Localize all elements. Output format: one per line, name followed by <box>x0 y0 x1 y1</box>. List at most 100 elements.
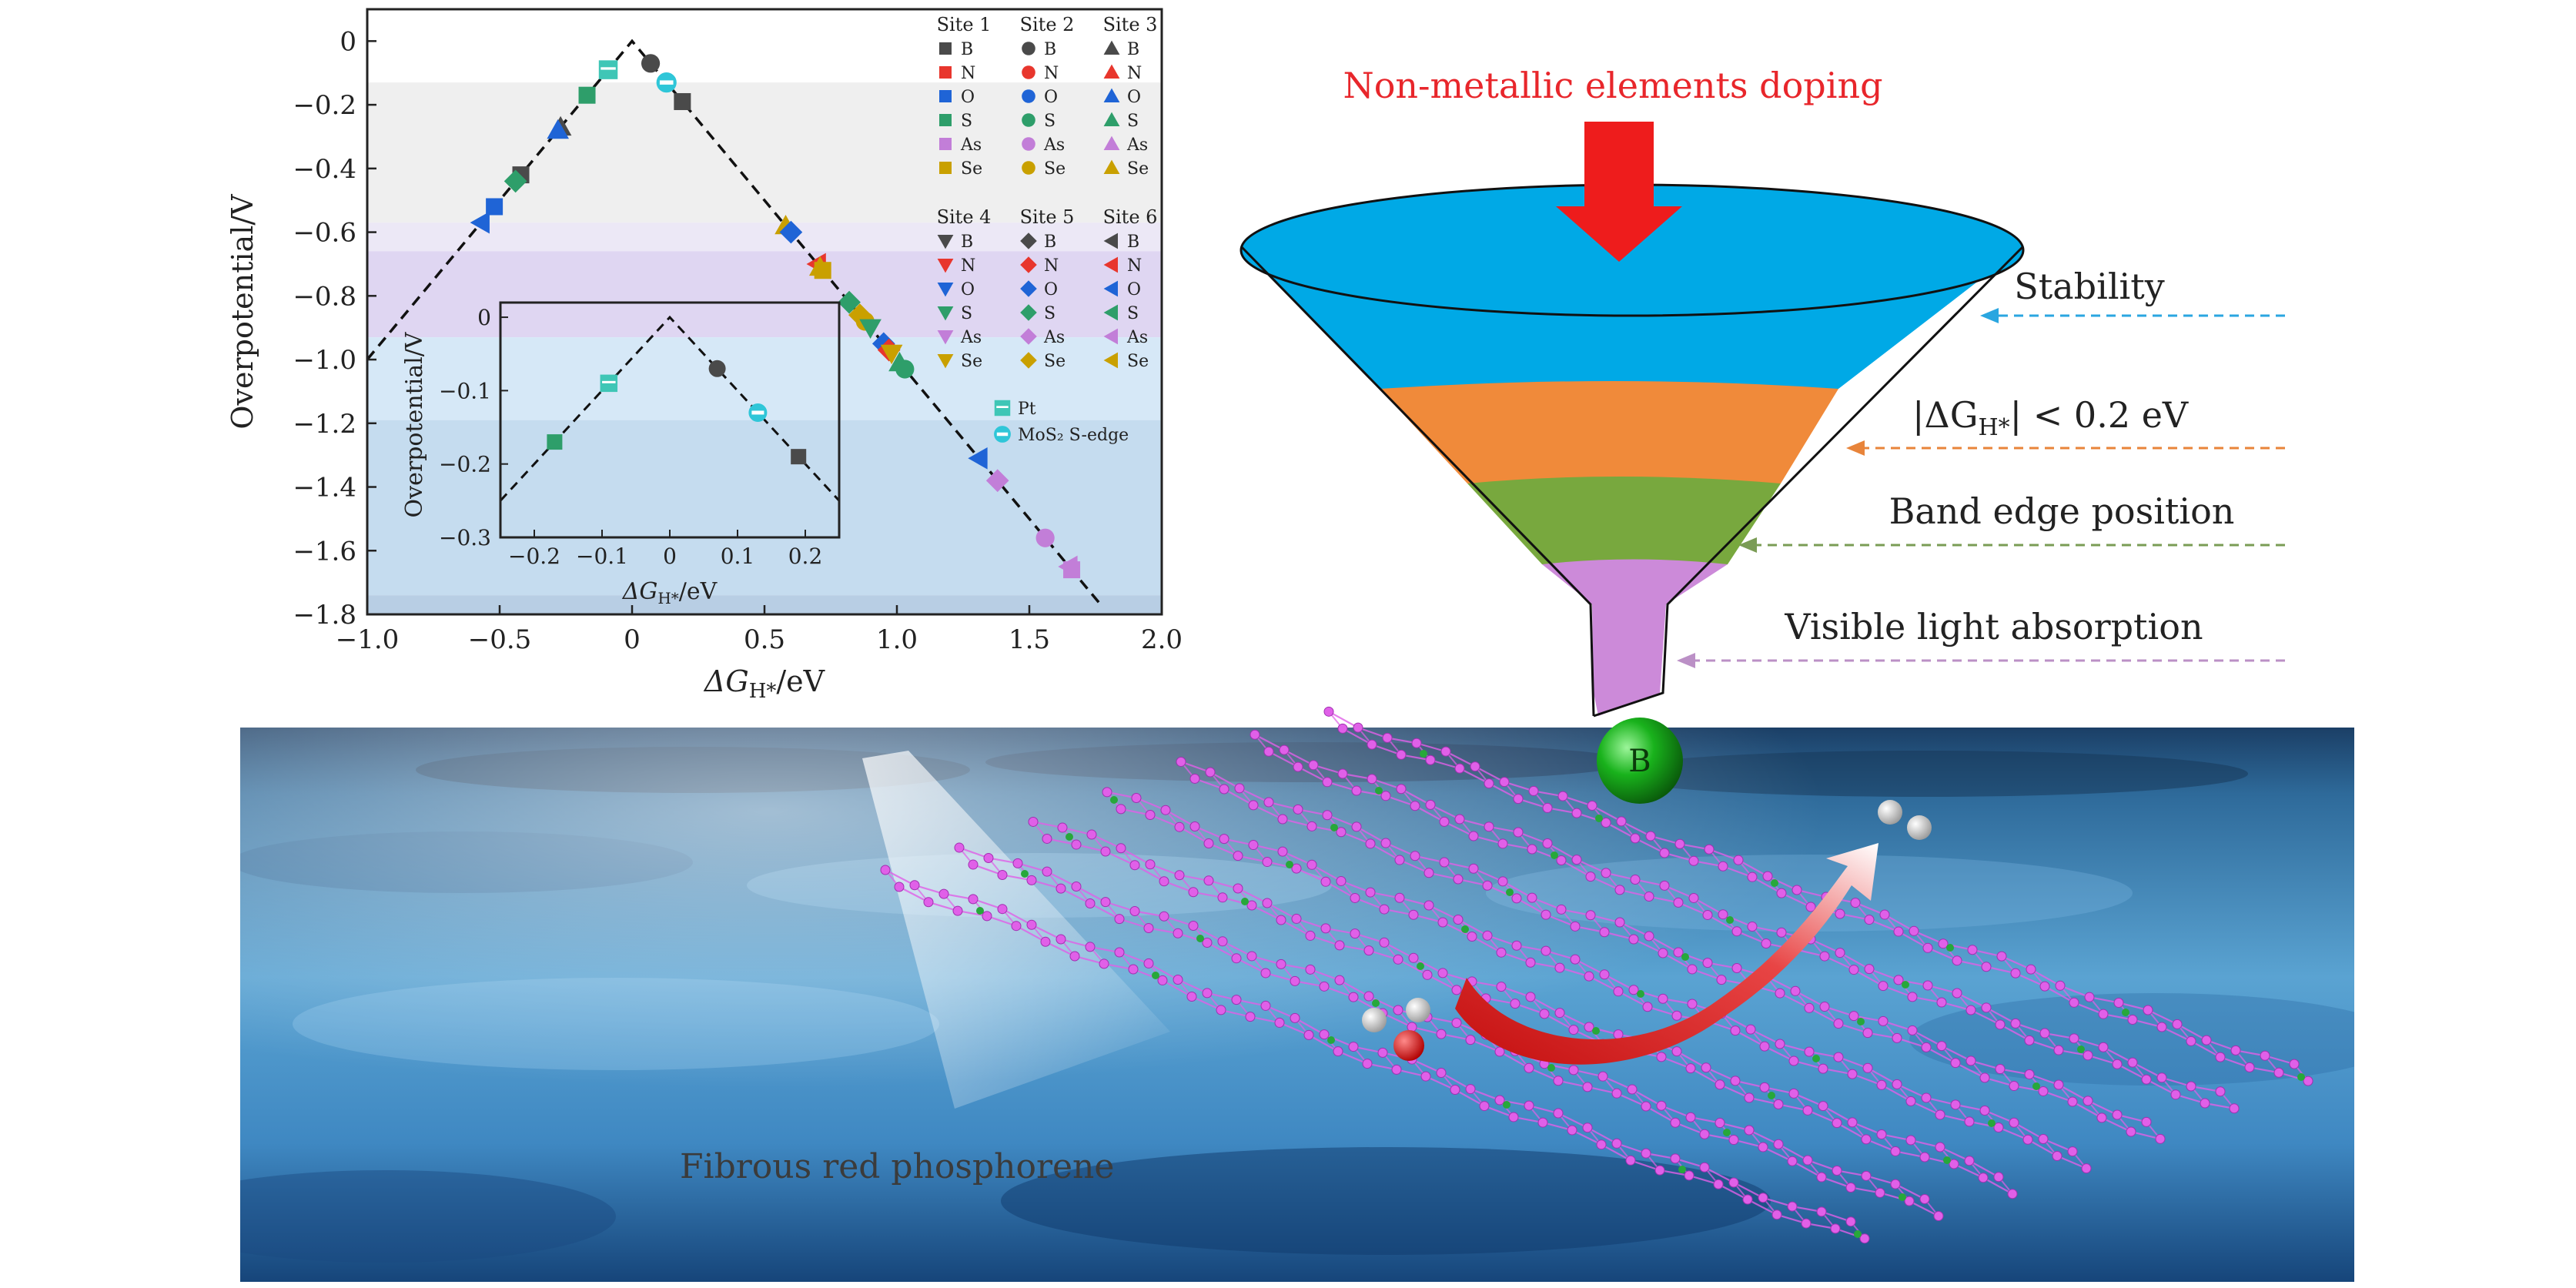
data-point <box>880 344 903 365</box>
p-bond <box>1368 949 1399 961</box>
electron-transfer-arrow <box>1455 843 1878 1065</box>
p-bond <box>1865 1138 1896 1153</box>
phosphorus-atom <box>1071 882 1082 892</box>
criterion-band-edge: Band edge position <box>1889 490 2235 532</box>
phosphorus-atom <box>1262 898 1273 908</box>
phosphorus-atom <box>1893 975 1904 985</box>
phosphorus-atom <box>1012 858 1023 868</box>
phosphorus-atom <box>1394 892 1405 903</box>
phosphorus-atom <box>1570 921 1581 932</box>
p-bond <box>1470 1088 1500 1101</box>
phosphorus-atom <box>2067 1146 2078 1157</box>
phosphorus-atom <box>1890 1179 1901 1189</box>
p-bond <box>1060 888 1091 905</box>
phosphorus-atom <box>1790 985 1801 996</box>
data-point <box>674 92 691 110</box>
funnel-diagram: Non-metallic elements doping B Stability… <box>1239 65 2285 804</box>
p-bond <box>1531 897 1562 911</box>
p-bond <box>2161 1076 2192 1088</box>
p-bond <box>1517 831 1548 845</box>
phosphorus-atom <box>1613 986 1624 997</box>
phosphorus-atom <box>1217 936 1228 947</box>
boron-dopant-atom <box>1812 1055 1820 1062</box>
phosphorus-atom <box>1730 1076 1741 1086</box>
phosphorus-atom <box>1715 1118 1725 1129</box>
phosphorus-atom <box>2126 1126 2136 1137</box>
phosphorus-atom <box>2067 1096 2078 1107</box>
phosphorus-atom <box>1055 934 1066 945</box>
phosphorus-atom <box>1848 1011 1859 1022</box>
p-bond <box>1738 859 1768 878</box>
p-bond <box>1339 979 1370 998</box>
water-molecule <box>1362 998 1430 1061</box>
p-bond <box>1500 985 1531 998</box>
legend-element-label: S <box>961 304 972 323</box>
p-bond <box>1382 1012 1413 1028</box>
phosphorus-atom <box>1978 1173 1989 1183</box>
phosphorus-atom <box>1744 1125 1755 1136</box>
phosphorus-atom <box>1248 800 1259 811</box>
legend-marker <box>1103 64 1120 79</box>
phosphorus-atom <box>1394 855 1405 865</box>
legend-element-label: B <box>961 233 973 252</box>
data-point <box>1035 528 1055 547</box>
p-bond <box>1253 804 1283 820</box>
p-bond <box>1631 1089 1662 1107</box>
legend-element-label: B <box>961 40 973 59</box>
phosphorus-atom <box>1205 767 1216 778</box>
p-bond <box>1559 967 1590 978</box>
phosphorus-atom <box>1728 1135 1739 1146</box>
phosphorus-atom <box>1673 897 1684 908</box>
p-bond <box>1500 952 1531 964</box>
phosphorus-atom <box>1336 827 1347 838</box>
phosphorus-atom <box>1042 866 1052 877</box>
phosphorus-atom <box>1217 892 1228 903</box>
p-bond <box>1898 931 1929 949</box>
phosphorus-atom <box>2083 1096 2093 1106</box>
phosphorus-atom <box>1625 1155 1636 1166</box>
boron-dopant-atom <box>1066 833 1073 841</box>
p-bond <box>1413 957 1444 974</box>
legend-marker <box>939 42 952 55</box>
p-bond <box>1308 1034 1339 1052</box>
x-tick-label: 1.0 <box>876 624 918 655</box>
phosphorus-atom <box>1216 1005 1226 1015</box>
p-bond <box>1310 935 1340 946</box>
boron-dopant-atom <box>976 907 984 915</box>
p-bond <box>1867 1067 1898 1086</box>
data-point <box>985 469 1009 493</box>
boron-dopant-atom <box>1723 1129 1731 1136</box>
phosphorus-atom <box>1671 1010 1682 1021</box>
phosphorus-atom <box>1176 756 1186 767</box>
inset-data-point <box>708 360 726 377</box>
funnel-layer-delta-g <box>1380 381 1838 483</box>
phosphorus-atom <box>1246 951 1257 962</box>
phosphorus-atom <box>1454 814 1465 825</box>
phosphorus-atom <box>1336 875 1347 886</box>
phosphorus-atom <box>1850 898 1861 908</box>
phosphorus-atom <box>1759 1041 1770 1052</box>
phosphorus-atom <box>1102 787 1112 798</box>
phosphorus-atom <box>2127 1057 2138 1068</box>
p-bond <box>1559 1012 1590 1028</box>
boron-dopant-atom <box>1946 944 1954 952</box>
phosphorus-atom <box>1293 804 1303 815</box>
legend-element-label: O <box>1044 88 1058 107</box>
phosphorus-atom <box>1845 1182 1856 1193</box>
phosphorus-atom <box>1776 888 1787 898</box>
phosphorus-atom <box>2096 1112 2107 1123</box>
phosphorus-atom <box>2112 1109 2123 1120</box>
data-point <box>1063 561 1081 579</box>
phosphorus-atom <box>1879 909 1890 920</box>
phosphorus-atom <box>1423 900 1434 911</box>
data-point <box>859 319 882 339</box>
phosphorus-atom <box>1938 938 1949 949</box>
phosphorus-atom <box>1892 1032 1902 1043</box>
phosphorus-atom <box>1952 988 1962 999</box>
doping-arrow <box>1556 122 1682 262</box>
legend-element-label: As <box>1043 135 1065 155</box>
p-bond <box>1999 1023 2030 1042</box>
phosphorus-atom <box>1513 794 1524 805</box>
phosphorus-atom <box>1233 883 1243 894</box>
